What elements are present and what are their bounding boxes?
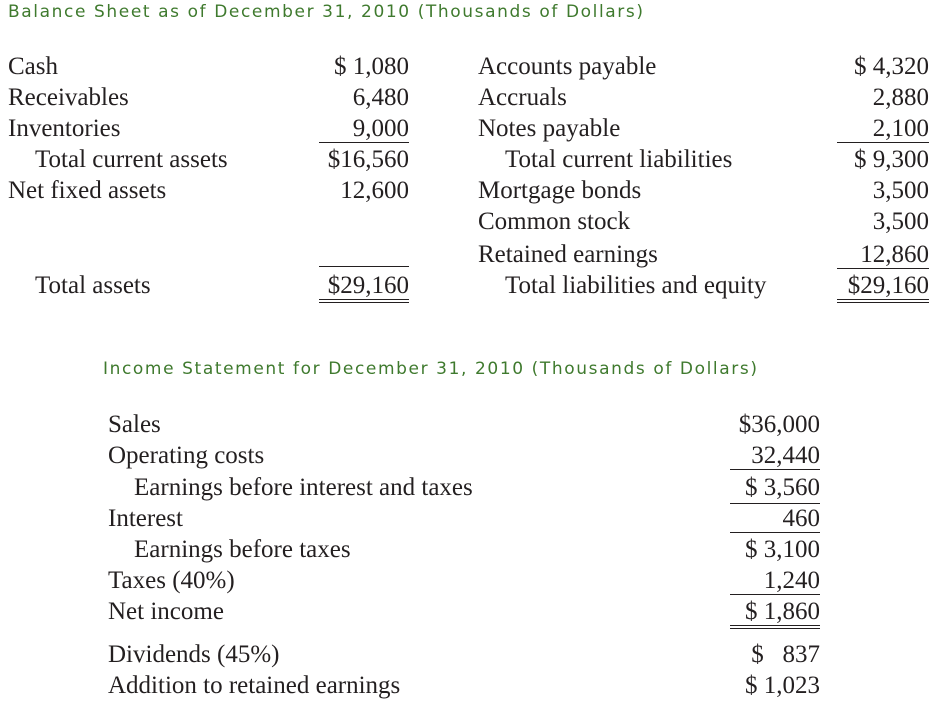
net-income-value: $ 1,860 [730,599,820,629]
interest-top-rule [730,503,820,504]
accruals-label: Accruals [478,84,567,111]
interest-label: Interest [108,505,183,532]
total-assets-label: Total assets [35,272,151,299]
accounts-payable-label: Accounts payable [478,53,657,80]
common-stock-value: 3,500 [872,208,929,235]
accruals-value: 2,880 [872,84,929,111]
ebt-label: Earnings before taxes [134,536,351,563]
receivables-value: 6,480 [352,84,409,111]
mortgage-bonds-label: Mortgage bonds [478,177,642,204]
interest-value: 460 [730,506,820,533]
total-assets-value: $29,160 [319,273,409,303]
operating-costs-value: 32,440 [730,443,820,470]
net-fixed-assets-value: 12,600 [340,177,409,204]
dividends-label: Dividends (45%) [108,641,280,668]
net-fixed-assets-label: Net fixed assets [8,177,167,204]
total-current-assets-value: $16,560 [327,146,409,173]
inventories-label: Inventories [8,115,121,142]
total-liabilities-equity-label: Total liabilities and equity [505,272,767,299]
assets-subtotal-rule [319,266,409,267]
cash-value: $ 1,080 [334,53,409,80]
inventories-value: 9,000 [319,116,409,143]
retained-earnings-label: Retained earnings [478,241,658,268]
dividends-value: $ 837 [751,641,820,668]
sales-value: $36,000 [738,411,820,438]
notes-payable-label: Notes payable [478,115,621,142]
operating-costs-label: Operating costs [108,442,265,469]
common-stock-label: Common stock [478,208,631,235]
accounts-payable-value: $ 4,320 [854,53,929,80]
total-liabilities-equity-value: $29,160 [837,273,929,303]
total-current-liabilities-label: Total current liabilities [505,146,733,173]
taxes-value: 1,240 [730,568,820,595]
ebit-label: Earnings before interest and taxes [134,474,473,501]
mortgage-bonds-value: 3,500 [872,177,929,204]
taxes-label: Taxes (40%) [108,567,235,594]
net-income-label: Net income [108,598,224,625]
total-current-assets-label: Total current assets [35,146,228,173]
balance-sheet-title: Balance Sheet as of December 31, 2010 (T… [8,2,645,22]
retained-earnings-value: 12,860 [837,242,929,269]
income-statement-title: Income Statement for December 31, 2010 (… [103,359,759,379]
addition-retained-label: Addition to retained earnings [108,672,401,699]
ebit-value: $ 3,560 [745,474,820,501]
ebt-value: $ 3,100 [745,536,820,563]
receivables-label: Receivables [8,84,129,111]
total-current-liabilities-value: $ 9,300 [854,146,929,173]
cash-label: Cash [8,53,58,80]
addition-retained-value: $ 1,023 [745,672,820,699]
sales-label: Sales [108,411,161,438]
notes-payable-value: 2,100 [837,116,929,143]
